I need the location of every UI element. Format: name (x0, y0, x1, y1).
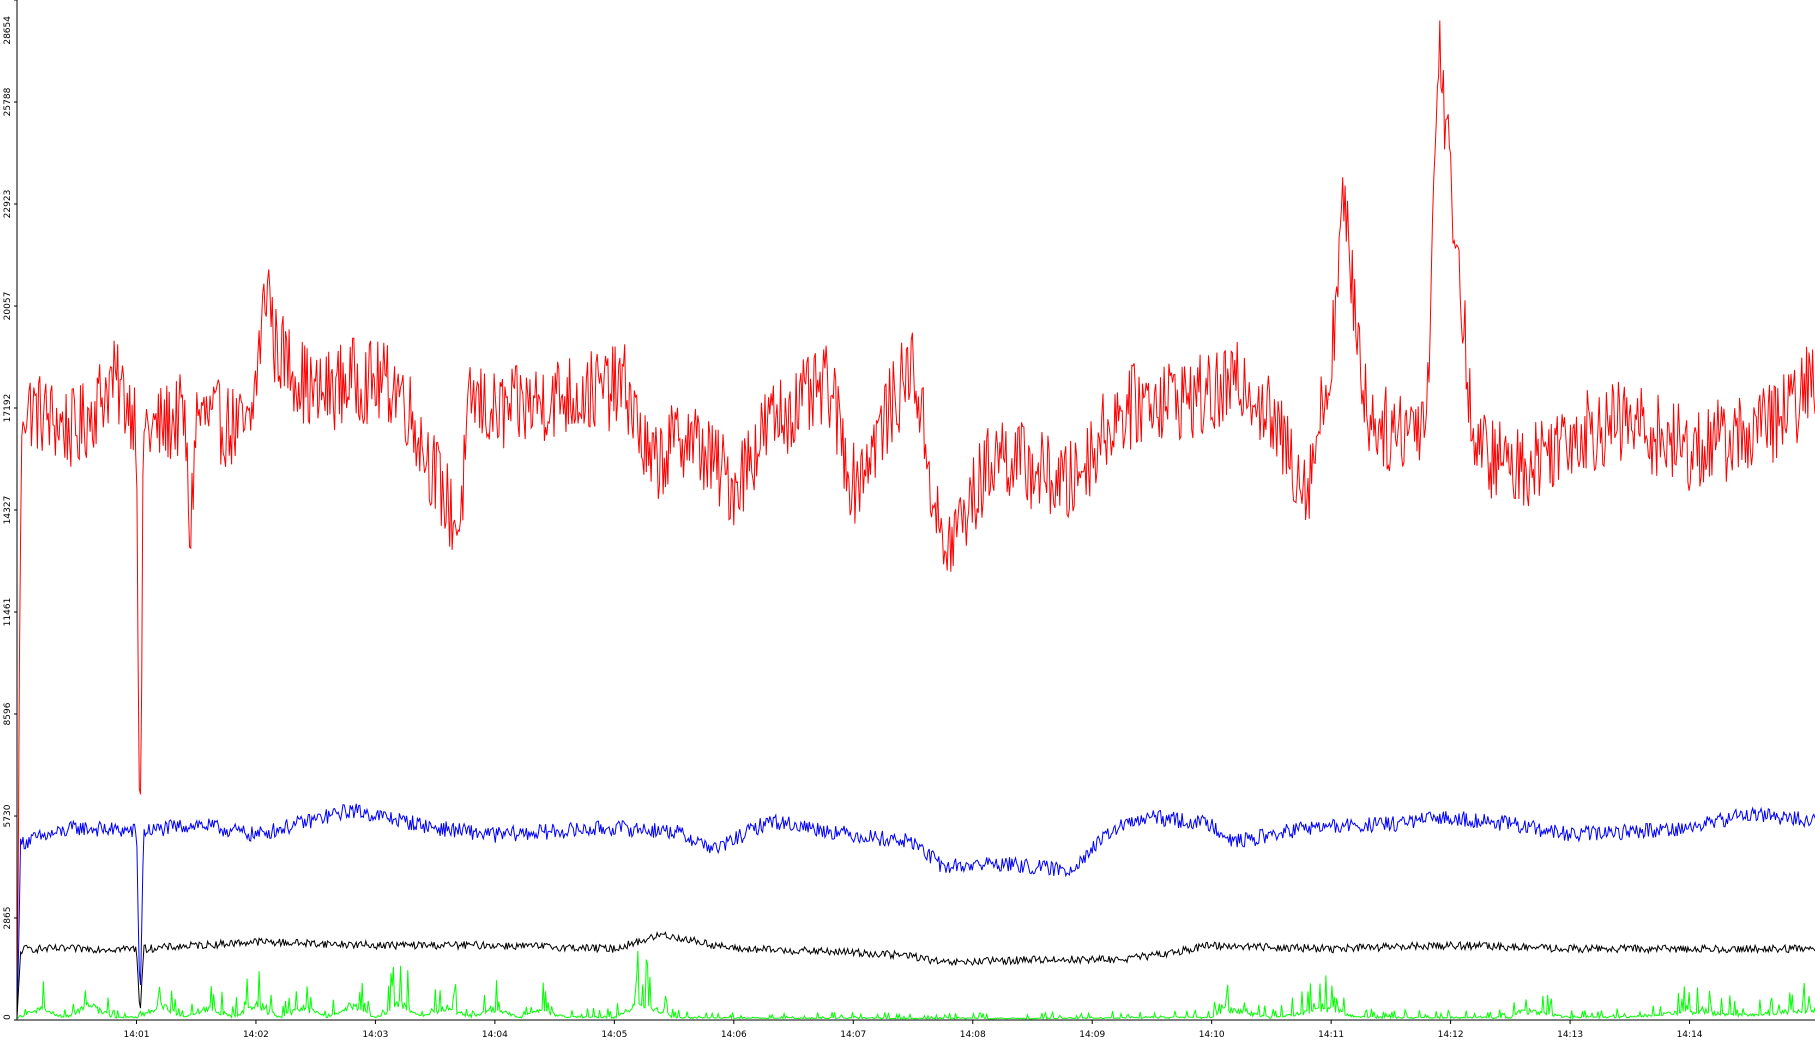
y-tick-label: 20057 (3, 292, 13, 321)
x-tick-label: 14:02 (243, 1030, 269, 1039)
x-tick-label: 14:03 (362, 1030, 388, 1039)
y-tick-labels: 0 2865 5730 8596 11461 14327 17192 20057 22923 25… (3, 0, 17, 1021)
series-line (16, 931, 1815, 1018)
y-tick-label: 17192 (3, 394, 13, 423)
axes-layer (16, 0, 1815, 1021)
series-layer (16, 20, 1815, 1021)
x-tick-label: 14:14 (1677, 1030, 1703, 1039)
y-tick-label: 11461 (3, 598, 13, 627)
x-tick-labels: 14:01 14:02 14:03 14:04 14:05 14:06 14:07 14:08… (123, 1020, 1703, 1040)
series-line (16, 950, 1815, 1021)
series-line (16, 803, 1815, 1017)
x-tick-label: 14:11 (1318, 1030, 1344, 1039)
x-tick-label: 14:07 (840, 1030, 866, 1039)
y-tick-label: 14327 (3, 496, 13, 525)
x-tick-label: 14:08 (960, 1030, 986, 1039)
x-tick-label: 14:04 (482, 1030, 508, 1039)
x-tick-label: 14:13 (1557, 1030, 1583, 1039)
x-tick-label: 14:10 (1199, 1030, 1225, 1039)
x-tick-label: 14:01 (123, 1030, 149, 1039)
y-tick-label: 8596 (3, 702, 13, 725)
x-tick-label: 14:09 (1079, 1030, 1105, 1039)
x-tick-label: 14:12 (1438, 1030, 1464, 1039)
x-tick-label: 14:06 (721, 1030, 747, 1039)
x-tick-label: 14:05 (601, 1030, 627, 1039)
y-tick-label: 25788 (3, 87, 13, 116)
series-line (16, 20, 1815, 1002)
y-tick-label: 5730 (3, 804, 13, 827)
y-tick-label: 0 (3, 1014, 13, 1020)
y-tick-label: 28654 (3, 16, 13, 45)
y-tick-label: 2865 (3, 907, 13, 930)
y-tick-label: 22923 (3, 190, 13, 219)
